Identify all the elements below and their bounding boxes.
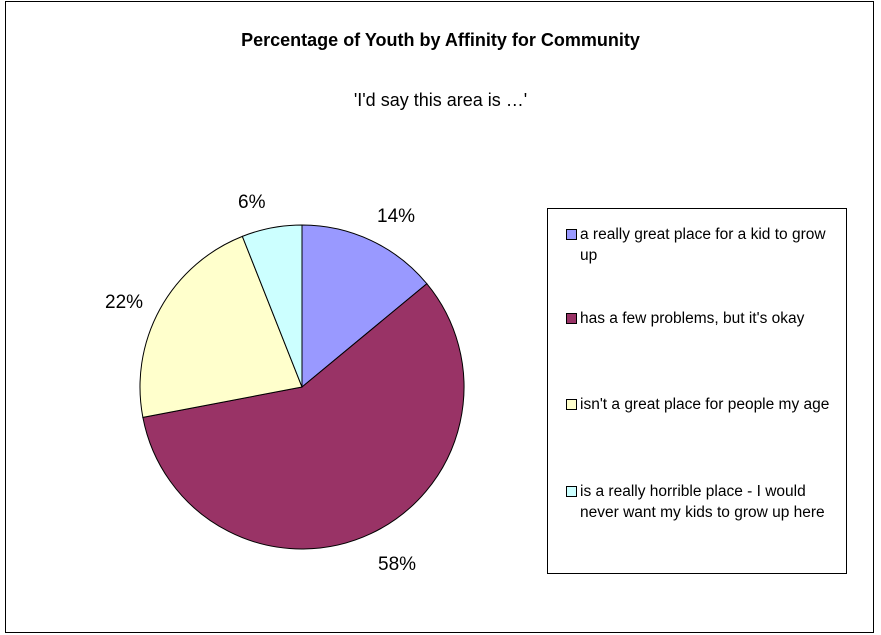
legend-label: is a really horrible place - I would nev…	[580, 483, 825, 521]
legend-swatch	[566, 229, 577, 240]
legend-item: a really great place for a kid to grow u…	[566, 224, 842, 266]
legend-item: is a really horrible place - I would nev…	[566, 481, 842, 523]
legend-item: has a few problems, but it's okay	[566, 308, 842, 329]
pie-slice-3	[241, 224, 303, 388]
pie-label-2: 22%	[105, 292, 144, 313]
legend-label: a really great place for a kid to grow u…	[580, 226, 826, 264]
legend-swatch	[566, 313, 577, 324]
legend-swatch	[566, 486, 577, 497]
legend-label: isn't a great place for people my age	[580, 396, 830, 413]
legend-label: has a few problems, but it's okay	[580, 310, 805, 327]
pie-label-3: 6%	[238, 192, 266, 213]
pie-slice-1	[142, 283, 465, 550]
legend: a really great place for a kid to grow u…	[547, 208, 847, 574]
chart-subtitle: 'I'd say this area is …'	[353, 90, 528, 110]
pie-slice-2	[139, 235, 303, 418]
pie-slice-0	[301, 224, 428, 389]
pie-label-0: 14%	[377, 206, 416, 227]
pie-label-1: 58%	[378, 554, 417, 575]
legend-swatch	[566, 399, 577, 410]
legend-item: isn't a great place for people my age	[566, 394, 842, 415]
chart-title: Percentage of Youth by Affinity for Comm…	[241, 30, 640, 50]
